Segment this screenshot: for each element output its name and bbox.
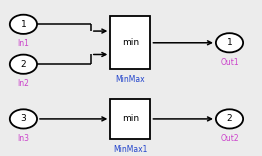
Text: Out2: Out2 bbox=[220, 134, 239, 143]
FancyBboxPatch shape bbox=[110, 99, 150, 139]
Ellipse shape bbox=[216, 109, 243, 129]
Text: 3: 3 bbox=[20, 114, 26, 123]
Text: In3: In3 bbox=[17, 134, 29, 143]
Text: In1: In1 bbox=[18, 39, 29, 48]
Text: 2: 2 bbox=[227, 114, 232, 123]
Text: 2: 2 bbox=[21, 60, 26, 69]
Text: 1: 1 bbox=[20, 20, 26, 29]
Ellipse shape bbox=[10, 55, 37, 74]
Text: MinMax: MinMax bbox=[116, 75, 145, 84]
Text: MinMax1: MinMax1 bbox=[113, 145, 148, 154]
Text: Out1: Out1 bbox=[220, 58, 239, 67]
Ellipse shape bbox=[10, 109, 37, 129]
Text: In2: In2 bbox=[18, 79, 29, 88]
Text: min: min bbox=[122, 114, 139, 123]
FancyBboxPatch shape bbox=[110, 16, 150, 69]
Text: 1: 1 bbox=[227, 38, 232, 47]
Ellipse shape bbox=[216, 33, 243, 52]
Text: min: min bbox=[122, 38, 139, 47]
Ellipse shape bbox=[10, 15, 37, 34]
